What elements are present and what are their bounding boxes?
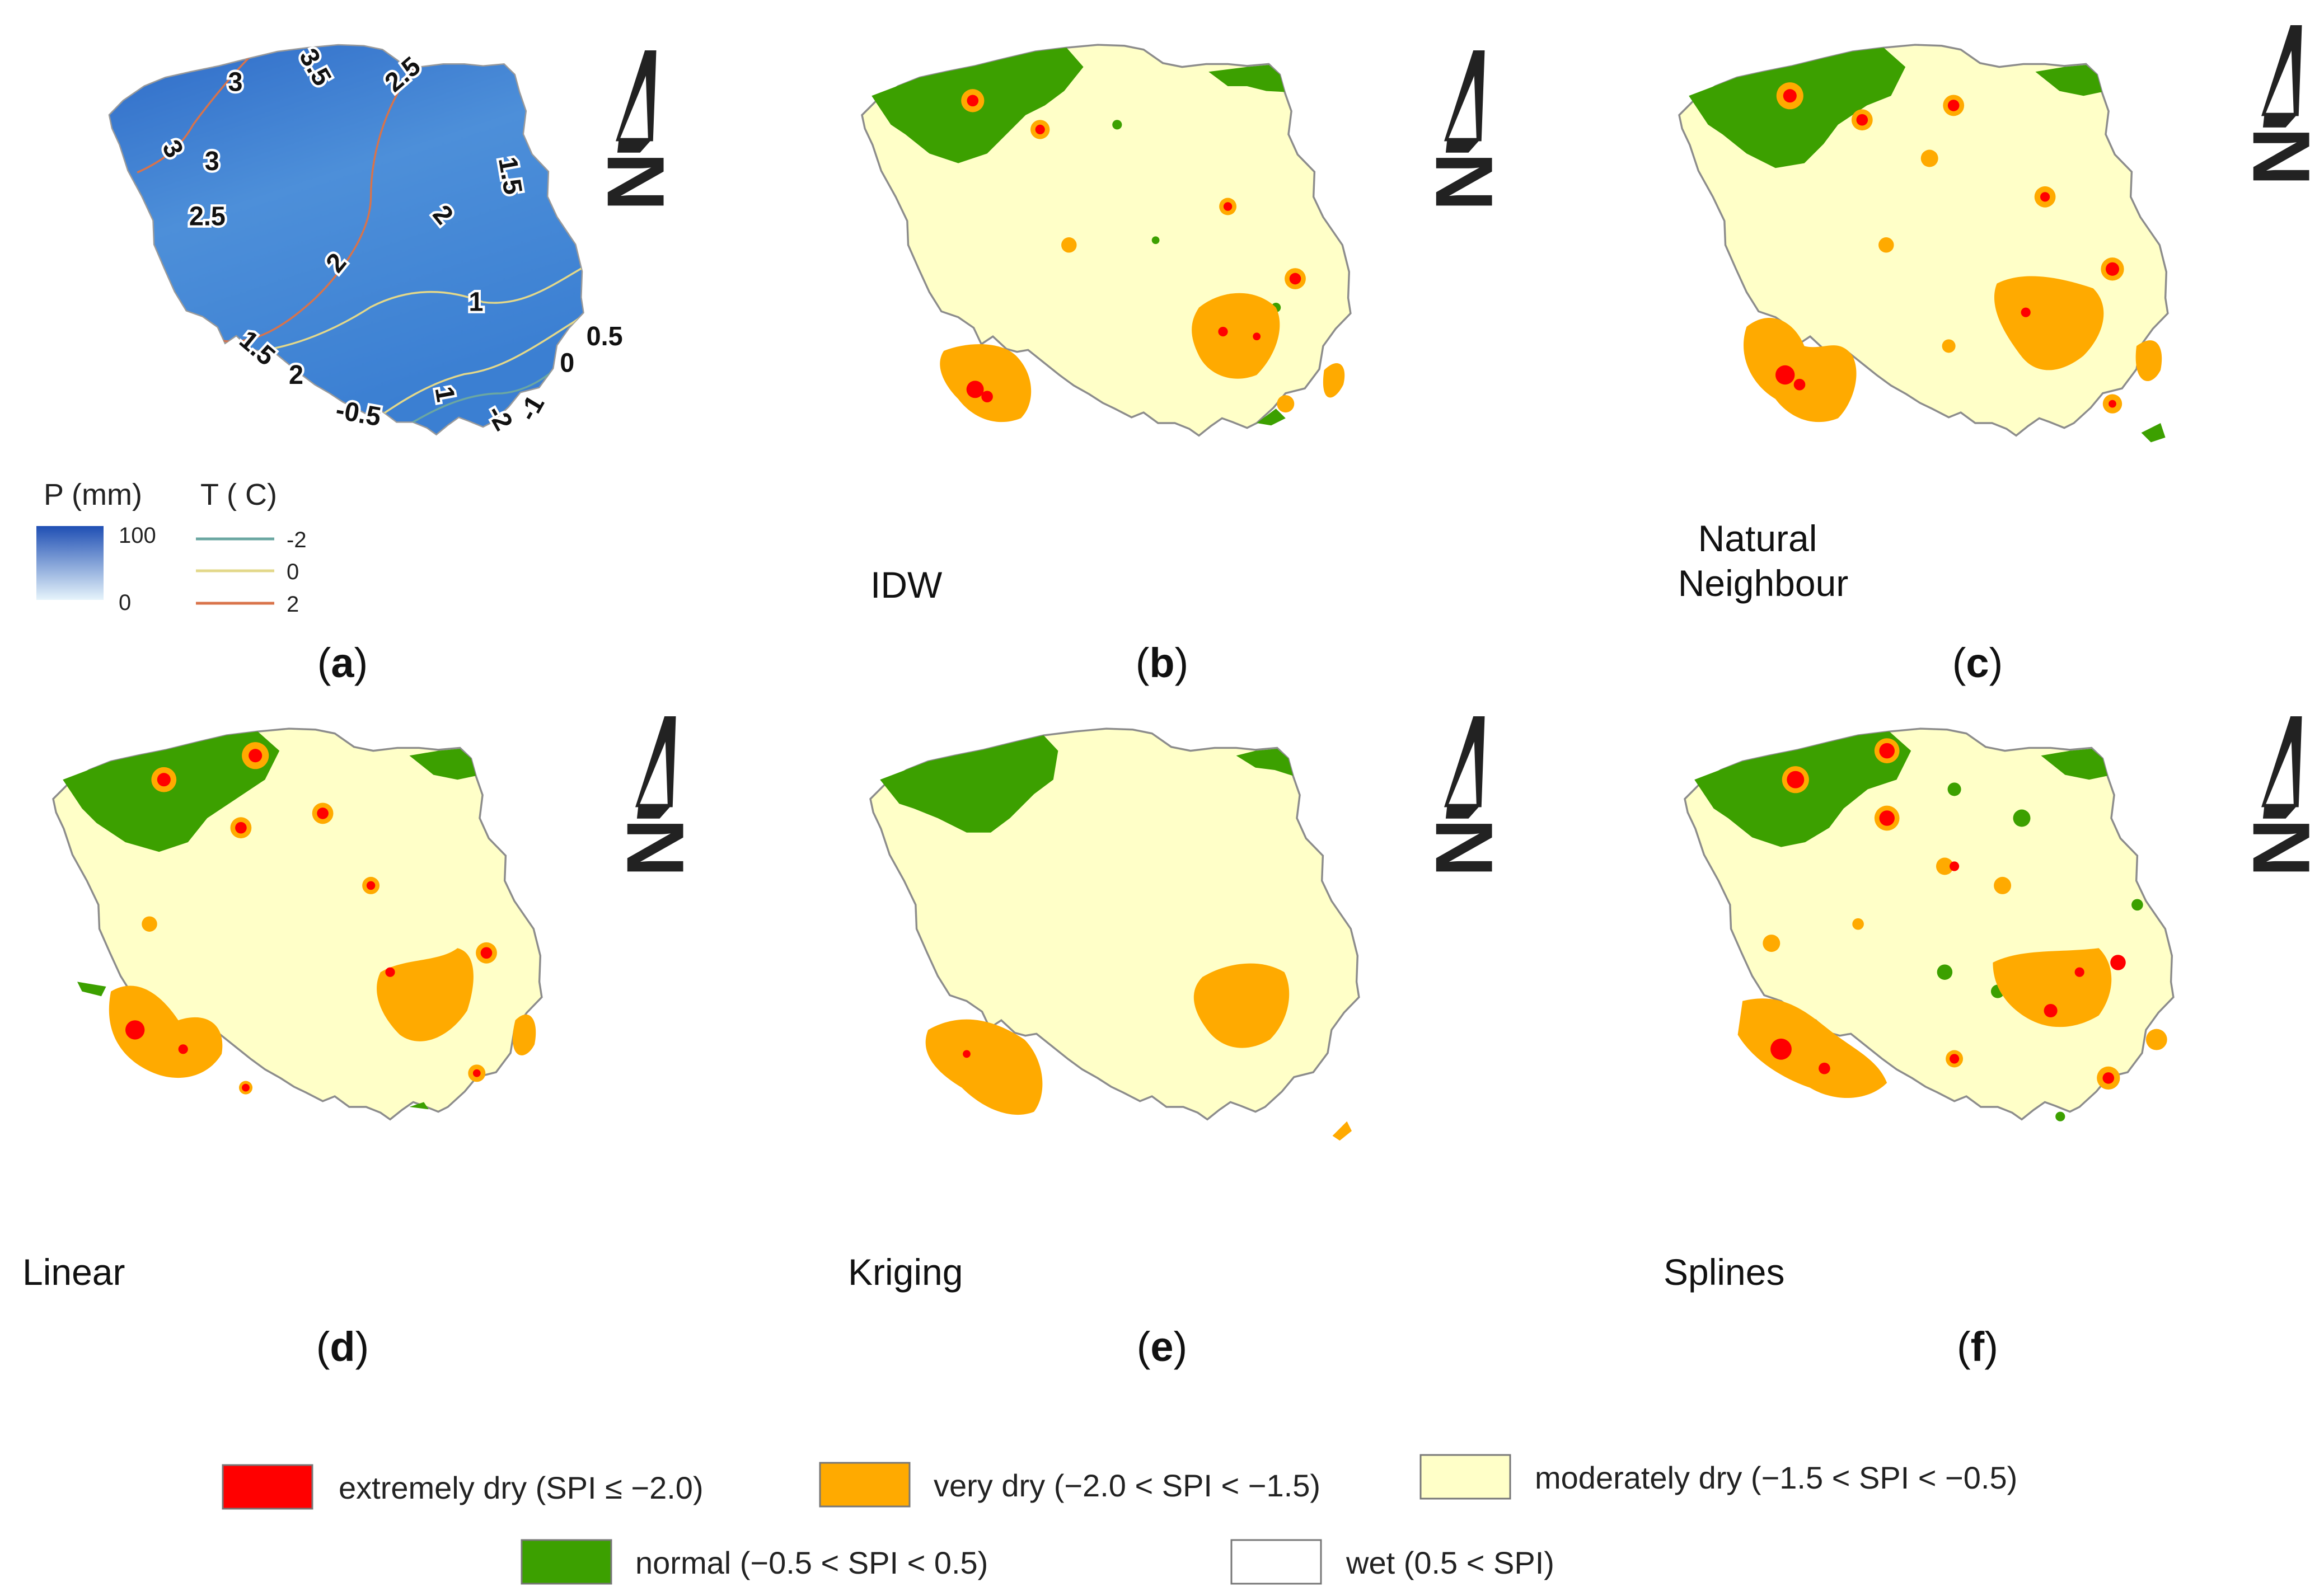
panel-caption: (c) xyxy=(1952,640,2003,686)
very-dry-zones xyxy=(1744,82,2162,423)
extremely-dry-zones xyxy=(966,95,1301,403)
legend-swatch xyxy=(819,1462,911,1508)
very-dry-zones xyxy=(940,89,1345,423)
method-label: Natural Neighbour xyxy=(1678,518,1849,604)
isotherm-label: 1.5 xyxy=(493,155,528,197)
north-arrow-icon: N xyxy=(610,716,701,877)
north-arrow-label: N xyxy=(591,152,681,211)
north-arrow-label: N xyxy=(2236,127,2324,186)
temp-legend-label: 2 xyxy=(287,592,299,617)
legend-label: moderately dry (−1.5 < SPI < −0.5) xyxy=(1535,1460,2017,1495)
normal-zones xyxy=(63,731,476,1110)
legend-label: extremely dry (SPI ≤ −2.0) xyxy=(339,1470,704,1505)
isotherm-labels: 3 3.5 2.5 3 3 2.5 1.5 2 2 1 1.5 2 1 0 0.… xyxy=(154,41,625,438)
legend-swatch xyxy=(1419,1454,1511,1500)
north-arrow-icon: N xyxy=(591,50,681,211)
extremely-dry-zones xyxy=(125,749,493,1092)
panel-d: N Linear (d) xyxy=(22,716,701,1370)
isotherm-label: 0.5 xyxy=(587,322,623,352)
temp-legend-label: 0 xyxy=(287,560,299,584)
method-label: IDW xyxy=(870,564,943,605)
legend-item-very-dry: very dry (−2.0 < SPI < −1.5) xyxy=(819,1462,1320,1508)
legend-item-wet: wet (0.5 < SPI) xyxy=(1230,1539,1554,1585)
method-label: Splines xyxy=(1664,1251,1784,1293)
panel-caption: (e) xyxy=(1137,1323,1187,1370)
north-arrow-label: N xyxy=(610,818,701,877)
method-label: Linear xyxy=(22,1251,125,1293)
temp-legend-label: -2 xyxy=(287,528,307,552)
legend-label: normal (−0.5 < SPI < 0.5) xyxy=(635,1545,988,1580)
panel-b: N IDW (b) xyxy=(861,44,1510,686)
very-dry-zones xyxy=(1737,738,2167,1098)
isotherm-label: 3 xyxy=(228,67,242,97)
method-label: Kriging xyxy=(848,1251,963,1293)
panel-e: N Kriging (e) xyxy=(848,716,1510,1370)
spi-map-linear xyxy=(52,727,543,1121)
north-arrow-icon: N xyxy=(2236,25,2324,186)
legend-label: wet (0.5 < SPI) xyxy=(1346,1545,1554,1580)
isotherm-label: 3 xyxy=(205,146,219,176)
north-arrow-label: N xyxy=(2236,818,2324,877)
legend-swatch xyxy=(521,1539,612,1585)
legend-label: very dry (−2.0 < SPI < −1.5) xyxy=(934,1468,1320,1503)
isotherm-label: -1 xyxy=(513,390,550,426)
panel-c: N Natural Neighbour (c) xyxy=(1678,25,2324,686)
isotherm-label: 2 xyxy=(289,360,303,390)
precipitation-legend: P (mm) 100 0 xyxy=(36,478,156,615)
north-arrow-label: N xyxy=(1419,152,1510,211)
temperature-legend: T ( C) -2 0 2 xyxy=(196,478,307,617)
spi-map-splines xyxy=(1684,727,2175,1121)
very-dry-zones xyxy=(925,963,1352,1141)
extremely-dry-zones xyxy=(1775,89,2120,408)
legend-item-extremely-dry: extremely dry (SPI ≤ −2.0) xyxy=(222,1464,704,1510)
precip-legend-title: P (mm) xyxy=(44,478,142,511)
isotherm-label: 1 xyxy=(468,287,483,317)
temp-legend-title: T ( C) xyxy=(200,478,277,511)
panel-a: 3 3.5 2.5 3 3 2.5 1.5 2 2 1 1.5 2 1 0 0.… xyxy=(36,41,681,686)
panel-f: N Splines (f) xyxy=(1664,716,2324,1370)
extremely-dry-zones xyxy=(963,1050,971,1058)
precip-legend-ramp xyxy=(36,526,104,600)
precipitation-map: 3 3.5 2.5 3 3 2.5 1.5 2 2 1 1.5 2 1 0 0.… xyxy=(108,41,625,438)
isotherm-label: 2.5 xyxy=(189,201,226,232)
extremely-dry-zones xyxy=(1770,743,2126,1084)
north-arrow-icon: N xyxy=(1419,50,1510,211)
precip-legend-min: 0 xyxy=(119,590,131,615)
spi-map-idw xyxy=(861,44,1352,437)
panel-caption: (d) xyxy=(316,1323,369,1370)
spi-legend: extremely dry (SPI ≤ −2.0) very dry (−2.… xyxy=(222,1454,2017,1585)
isotherm-label: 0 xyxy=(560,348,574,378)
panel-caption: (a) xyxy=(317,640,368,686)
precip-legend-max: 100 xyxy=(119,523,156,548)
legend-swatch xyxy=(222,1464,313,1510)
legend-item-moderately-dry: moderately dry (−1.5 < SPI < −0.5) xyxy=(1419,1454,2017,1500)
legend-swatch xyxy=(1230,1539,1322,1585)
spi-map-kriging xyxy=(869,727,1360,1141)
north-arrow-icon: N xyxy=(2236,716,2324,877)
normal-zones xyxy=(1689,48,2166,443)
north-arrow-icon: N xyxy=(1419,716,1510,877)
north-arrow-label: N xyxy=(1419,818,1510,877)
panel-caption: (f) xyxy=(1957,1323,1998,1370)
panel-caption: (b) xyxy=(1136,640,1189,686)
spi-map-natural-neighbour xyxy=(1678,44,2169,443)
normal-zones xyxy=(880,735,1294,833)
legend-item-normal: normal (−0.5 < SPI < 0.5) xyxy=(521,1539,988,1585)
